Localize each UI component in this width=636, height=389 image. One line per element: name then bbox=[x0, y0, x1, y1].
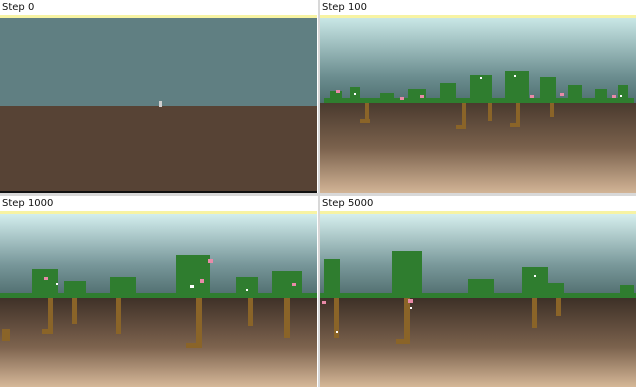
flowers bbox=[44, 259, 296, 286]
seeds bbox=[354, 75, 622, 97]
plants bbox=[320, 251, 636, 298]
panel-step-5000: Step 5000 bbox=[320, 196, 636, 389]
panel-step-0: Step 0 bbox=[0, 0, 317, 193]
seed bbox=[159, 101, 162, 107]
soil bbox=[320, 103, 636, 193]
panel-label: Step 100 bbox=[322, 2, 368, 13]
soil bbox=[0, 106, 317, 192]
panel-step-100: Step 100 bbox=[320, 0, 636, 193]
simulation-frame bbox=[0, 15, 317, 193]
sun-strip bbox=[0, 15, 317, 18]
flowers bbox=[322, 299, 413, 304]
flowers bbox=[336, 90, 616, 100]
seeds bbox=[56, 283, 248, 291]
simulation-canvas bbox=[320, 211, 636, 387]
panel-label: Step 5000 bbox=[322, 198, 374, 209]
soil bbox=[0, 298, 317, 387]
plant-row bbox=[324, 71, 634, 103]
simulation-frame bbox=[320, 15, 636, 193]
sky bbox=[0, 18, 317, 106]
roots bbox=[334, 298, 561, 344]
bedrock bbox=[0, 191, 317, 193]
roots bbox=[360, 103, 554, 129]
seeds bbox=[336, 275, 536, 333]
panel-label: Step 1000 bbox=[2, 198, 54, 209]
horizontal-divider bbox=[0, 193, 636, 196]
simulation-canvas bbox=[0, 211, 317, 387]
plants bbox=[0, 255, 317, 298]
roots bbox=[2, 298, 290, 348]
soil bbox=[320, 298, 636, 387]
panel-label: Step 0 bbox=[2, 2, 35, 13]
simulation-frame bbox=[320, 211, 636, 387]
simulation-canvas bbox=[0, 15, 317, 193]
panel-step-1000: Step 1000 bbox=[0, 196, 317, 389]
simulation-canvas bbox=[320, 15, 636, 193]
simulation-frame bbox=[0, 211, 317, 387]
